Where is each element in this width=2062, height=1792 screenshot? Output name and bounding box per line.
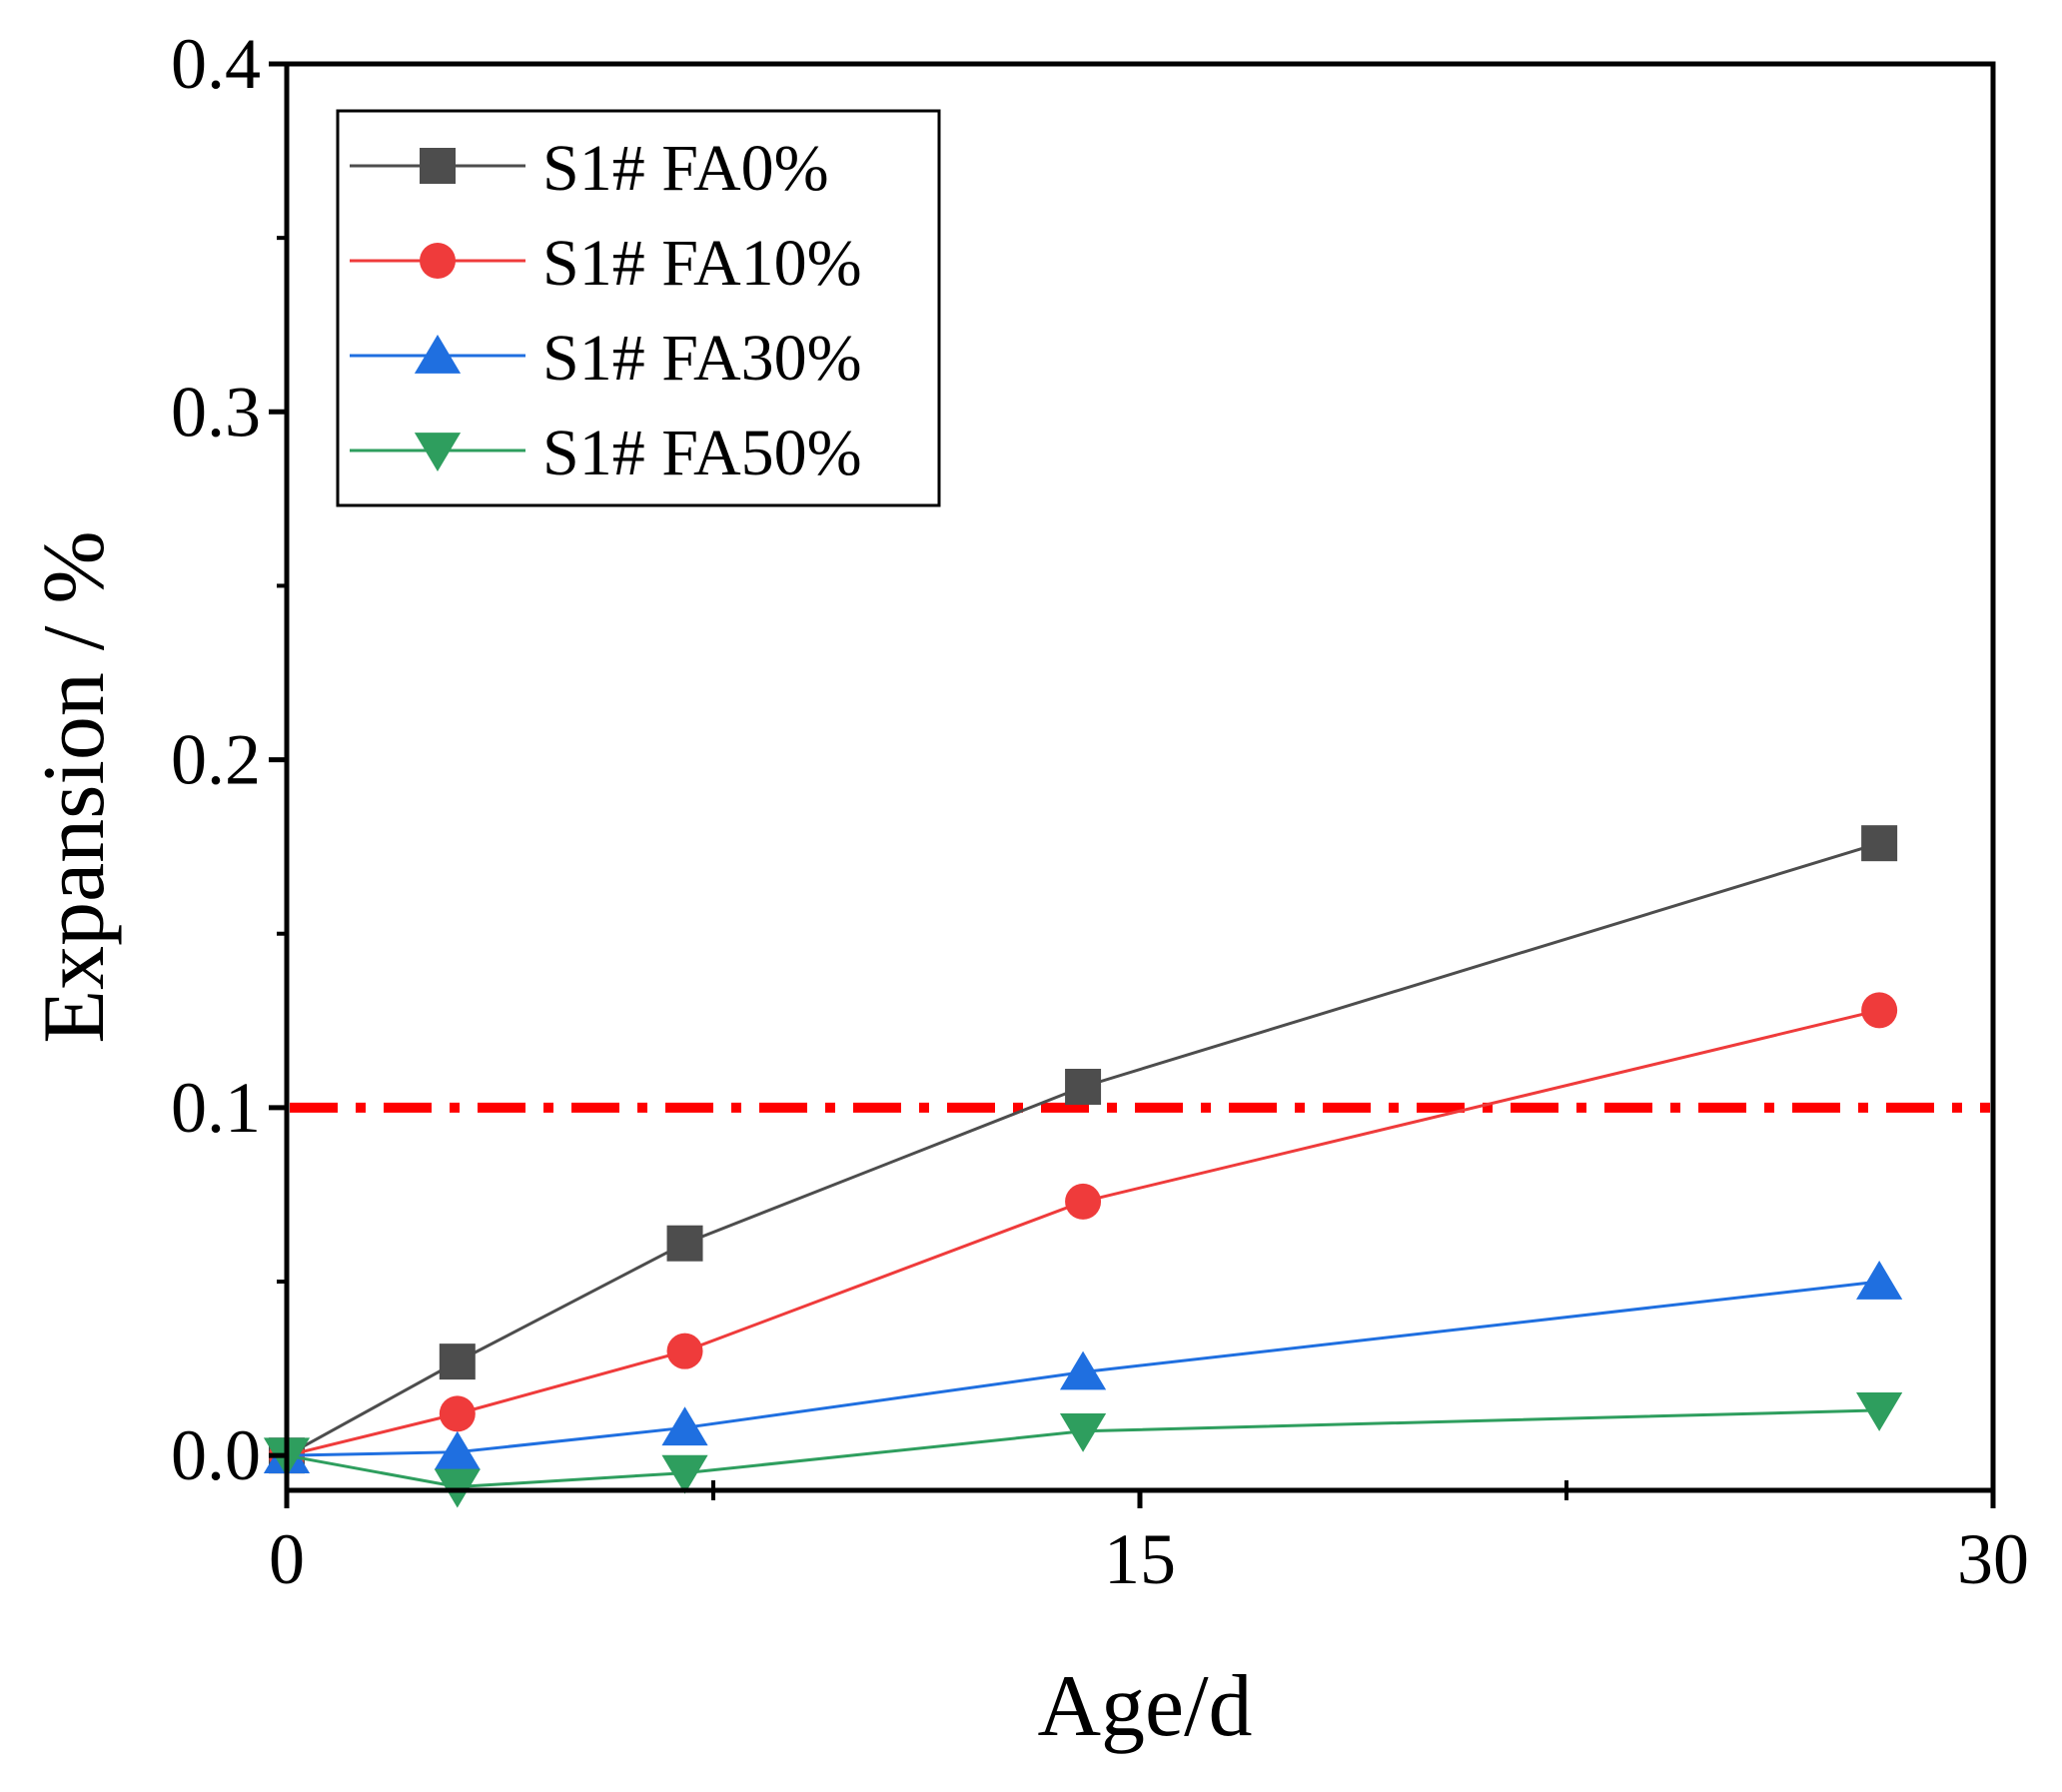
legend-swatch-marker xyxy=(420,148,456,184)
legend-entry: S1# FA10% xyxy=(350,227,862,300)
data-point xyxy=(1856,1392,1903,1431)
x-tick-label: 30 xyxy=(1957,1519,2029,1599)
legend-label: S1# FA10% xyxy=(542,227,862,300)
data-point xyxy=(1856,1261,1903,1300)
y-tick-label: 0.1 xyxy=(171,1068,261,1148)
legend-entry: S1# FA0% xyxy=(350,132,829,205)
y-tick-label: 0.2 xyxy=(171,720,261,800)
data-point xyxy=(666,1333,703,1369)
x-tick-label: 15 xyxy=(1104,1519,1176,1599)
legend-label: S1# FA50% xyxy=(542,417,862,489)
legend-label: S1# FA30% xyxy=(542,322,862,395)
data-point xyxy=(439,1395,476,1432)
legend-swatch-marker xyxy=(414,433,462,471)
data-point xyxy=(1861,992,1898,1029)
data-point xyxy=(1861,825,1898,862)
plot-area xyxy=(263,825,1990,1508)
data-point xyxy=(1065,1068,1102,1105)
y-tick-label: 0.3 xyxy=(171,372,261,451)
legend-swatch-marker xyxy=(420,243,456,279)
data-point xyxy=(1059,1412,1107,1452)
x-tick-label: 0 xyxy=(269,1519,305,1599)
y-tick-label: 0.4 xyxy=(171,24,261,104)
series-3 xyxy=(263,1261,1903,1474)
data-point xyxy=(434,1430,481,1470)
data-point xyxy=(661,1454,708,1494)
y-axis-title: Expansion / % xyxy=(26,530,123,1043)
data-point xyxy=(661,1406,708,1446)
data-point xyxy=(1065,1183,1102,1220)
data-point xyxy=(1059,1350,1107,1390)
legend-entry: S1# FA50% xyxy=(350,417,862,489)
legend-label: S1# FA0% xyxy=(542,132,829,205)
legend: S1# FA0% S1# FA10% S1# FA30% S1# FA50% xyxy=(336,109,941,507)
x-axis-title: Age/d xyxy=(1037,1658,1252,1755)
data-point xyxy=(439,1344,476,1380)
data-point xyxy=(666,1225,703,1262)
legend-entry: S1# FA30% xyxy=(350,322,862,395)
series-2 xyxy=(269,992,1898,1474)
axes: 0.0 0.1 0.2 0.3 0.4 0 15 30 xyxy=(171,24,2029,1599)
legend-swatch-marker xyxy=(414,335,462,374)
y-tick-label: 0.0 xyxy=(171,1415,261,1495)
